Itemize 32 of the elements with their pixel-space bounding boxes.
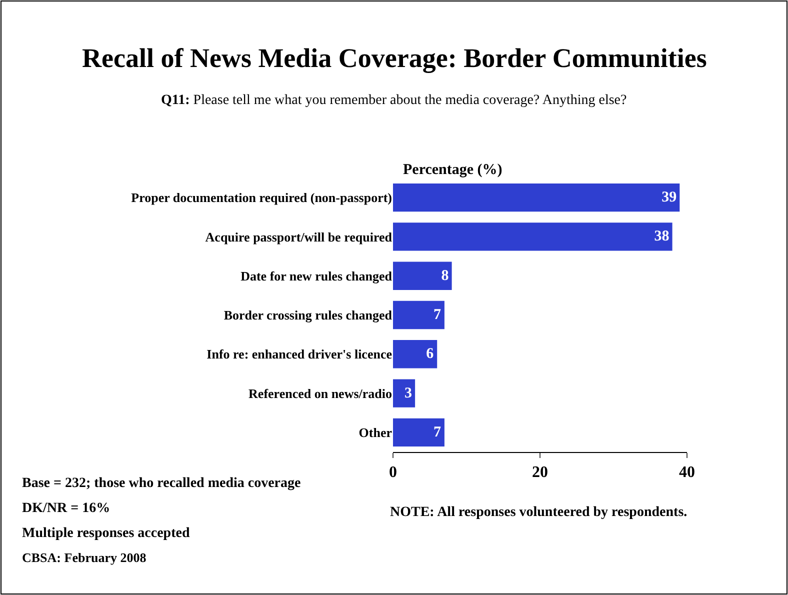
chart-subtitle: Q11: Please tell me what you remember about the media coverage? Anything else? — [161, 93, 627, 108]
x-tick-label: 20 — [532, 464, 548, 482]
text: DK/NR = 16% — [22, 501, 110, 516]
bar — [393, 379, 416, 408]
bar — [393, 300, 444, 330]
bar — [393, 262, 452, 290]
data-label: 3 — [404, 385, 412, 402]
data-label: 7 — [433, 424, 442, 440]
y-tick-label: Acquire passport/will be required — [205, 229, 393, 244]
y-tick-label: Proper documentation required (non-passport) — [131, 190, 392, 206]
text: Base = 232; those who recalled media coverage — [22, 476, 301, 491]
text: CBSA: February 2008 — [22, 550, 147, 565]
x-axis-title: Percentage (%) — [403, 162, 502, 178]
data-label: 8 — [441, 268, 449, 284]
bar — [393, 340, 438, 368]
y-tick-label: Border crossing rules changed — [224, 308, 393, 323]
y-tick-label: Date for new rules changed — [240, 268, 393, 284]
bar — [393, 183, 680, 212]
bar — [393, 418, 444, 447]
chart-title: Recall of News Media Coverage: Border Communities — [82, 43, 707, 73]
x-tick-label: 40 — [679, 464, 695, 482]
data-label: 6 — [426, 346, 434, 362]
data-label: 38 — [654, 228, 670, 245]
text: NOTE: All responses volunteered by respondents. — [390, 505, 688, 520]
bar — [393, 222, 672, 251]
y-tick-label: Other — [358, 424, 392, 440]
data-label: 7 — [433, 307, 442, 323]
x-tick-label: 0 — [389, 464, 397, 482]
text: Multiple responses accepted — [22, 526, 190, 541]
y-tick-label: Referenced on news/radio — [248, 386, 392, 401]
y-tick-label: Info re: enhanced driver's licence — [206, 346, 392, 362]
data-label: 39 — [662, 190, 677, 206]
